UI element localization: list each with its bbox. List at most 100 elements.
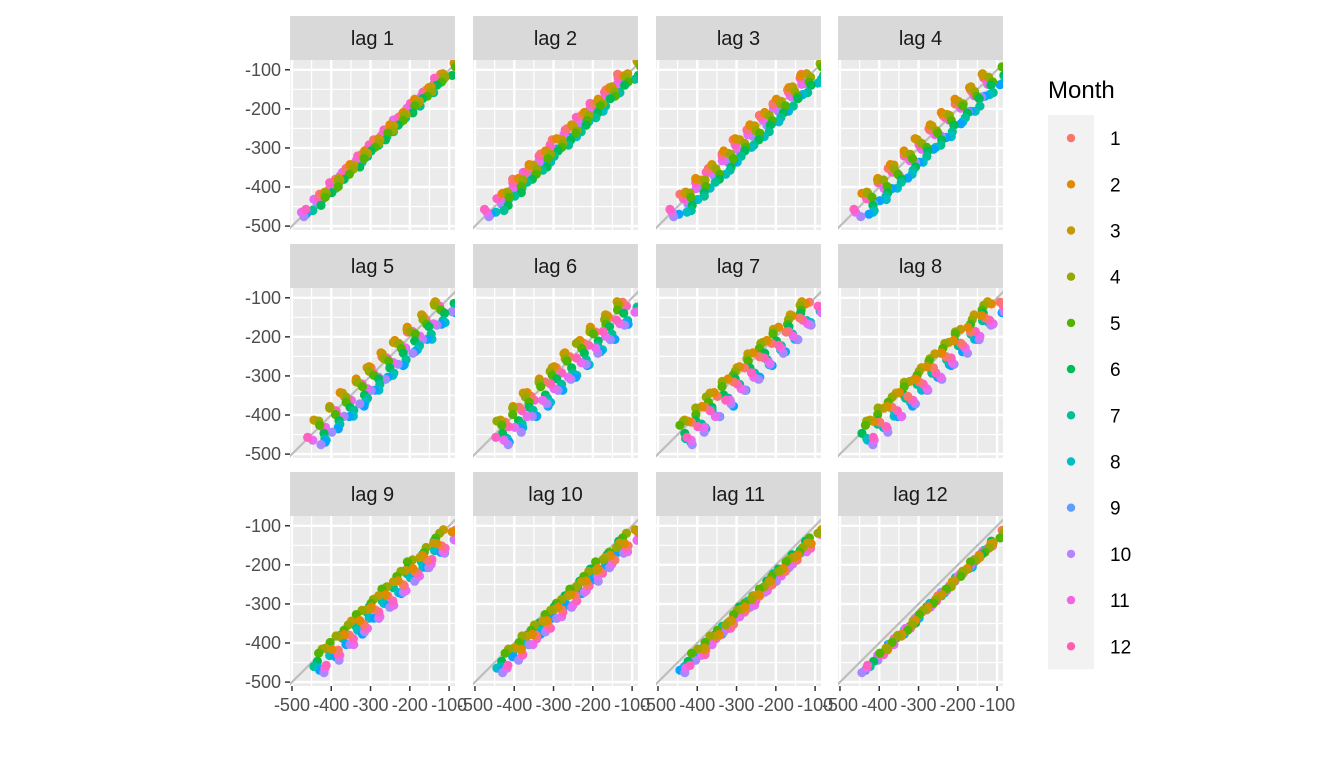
data-point — [630, 307, 638, 317]
data-point — [508, 409, 518, 420]
legend-key-10 — [1066, 549, 1076, 559]
facet-strip — [290, 244, 455, 288]
facet-strip — [290, 472, 455, 516]
data-point — [903, 391, 913, 401]
data-point — [817, 62, 821, 72]
data-point — [860, 420, 871, 430]
legend-key-5 — [1066, 318, 1076, 328]
legend-key-8 — [1066, 457, 1076, 466]
facet-strip-label: lag 9 — [351, 484, 394, 506]
y-tick-label: -100 — [245, 60, 281, 80]
panel-plot-area — [838, 516, 1003, 686]
data-point — [321, 660, 331, 671]
data-point — [710, 177, 720, 187]
legend-key-background — [1048, 115, 1094, 670]
data-point — [774, 340, 784, 350]
reference-line — [838, 518, 1003, 686]
data-point — [563, 591, 574, 601]
data-point — [958, 101, 968, 111]
legend-label-8: 8 — [1110, 453, 1121, 474]
reference-line — [656, 518, 821, 686]
data-point — [303, 432, 313, 443]
data-point — [630, 525, 638, 535]
data-point — [849, 204, 859, 215]
legend-label-9: 9 — [1110, 499, 1121, 520]
y-tick-label: -500 — [245, 672, 281, 692]
data-point — [997, 62, 1003, 72]
data-point — [331, 631, 341, 641]
data-point — [881, 422, 891, 432]
data-point — [746, 594, 757, 604]
data-point — [516, 427, 526, 437]
data-point — [604, 322, 615, 332]
data-point — [675, 420, 685, 430]
panel-lag-8: lag 8 — [838, 244, 1003, 458]
legend-key-9 — [1066, 503, 1076, 512]
data-point — [314, 648, 324, 658]
data-point — [500, 648, 510, 658]
data-point — [503, 660, 513, 671]
data-point — [504, 192, 514, 202]
y-tick-label: -400 — [245, 633, 281, 653]
facet-strip — [838, 16, 1003, 60]
data-point — [864, 209, 874, 219]
facet-strip-label: lag 8 — [899, 256, 942, 278]
x-tick-label: -400 — [496, 695, 532, 715]
data-point — [999, 70, 1003, 80]
data-point — [685, 660, 695, 671]
data-point — [774, 566, 784, 577]
data-point — [907, 154, 918, 164]
legend-label-12: 12 — [1110, 637, 1131, 658]
panel-lag-7: lag 7 — [656, 244, 821, 458]
data-point — [408, 348, 418, 358]
y-tick-label: -500 — [245, 216, 281, 236]
facet-strip-label: lag 5 — [351, 256, 394, 278]
data-point — [686, 192, 696, 202]
panel-lag-6: lag 6 — [473, 244, 638, 458]
y-tick-label: -200 — [245, 555, 281, 575]
x-tick-label: -400 — [861, 695, 897, 715]
data-point — [429, 538, 439, 548]
data-point — [410, 329, 420, 339]
x-tick-label: -300 — [901, 695, 937, 715]
data-point — [717, 382, 727, 392]
data-point — [447, 527, 455, 537]
data-point — [619, 308, 629, 318]
data-point — [995, 297, 1003, 307]
facet-strip — [656, 472, 821, 516]
data-point — [301, 204, 311, 215]
data-point — [320, 192, 330, 202]
data-point — [636, 63, 638, 71]
data-point — [977, 310, 987, 321]
data-point — [612, 542, 622, 553]
x-tick-label: -500 — [640, 695, 676, 715]
legend-label-2: 2 — [1110, 175, 1121, 196]
data-point — [562, 356, 572, 366]
data-point — [721, 395, 731, 405]
data-point — [415, 552, 425, 562]
y-tick-label: -300 — [245, 594, 281, 614]
data-point — [479, 204, 490, 215]
y-tick-label: -200 — [245, 99, 281, 119]
data-point — [333, 181, 343, 192]
x-tick-label: -200 — [392, 695, 428, 715]
data-point — [380, 590, 391, 600]
data-point — [333, 175, 343, 185]
data-point — [867, 192, 877, 202]
data-point — [355, 399, 365, 409]
panel-plot-area — [656, 60, 821, 230]
legend-key-6 — [1066, 364, 1076, 374]
facet-strip — [838, 472, 1003, 516]
data-point — [928, 363, 939, 373]
data-point — [634, 60, 638, 68]
data-point — [746, 368, 757, 378]
facet-strip-label: lag 7 — [717, 256, 760, 278]
facet-strip-label: lag 12 — [893, 484, 948, 506]
facet-strip-label: lag 10 — [528, 484, 583, 506]
data-point — [755, 128, 765, 138]
y-tick-label: -500 — [245, 444, 281, 464]
data-point — [887, 637, 897, 648]
data-point — [424, 322, 434, 332]
legend-key-2 — [1066, 180, 1076, 189]
